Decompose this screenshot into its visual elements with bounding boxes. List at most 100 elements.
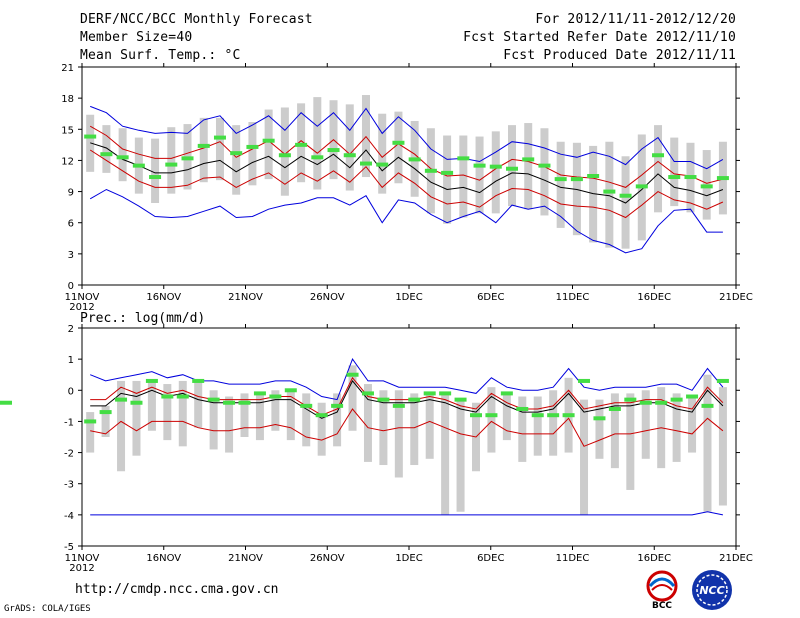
ensemble-box	[475, 136, 484, 214]
ensemble-box	[394, 390, 403, 478]
observed-marker	[652, 153, 665, 158]
observed-marker	[132, 163, 145, 168]
observed-marker	[331, 403, 344, 408]
observed-marker	[408, 397, 421, 402]
y-tick-label: 3	[68, 250, 74, 261]
ncc-logo: NCC	[692, 570, 732, 610]
y-tick-label: 18	[61, 94, 74, 105]
observed-marker	[424, 168, 437, 173]
x-tick-label: 11NOV	[65, 292, 100, 303]
observed-marker	[562, 413, 575, 418]
ensemble-box	[313, 97, 322, 190]
y-tick-label: 21	[61, 63, 74, 74]
observed-marker	[686, 394, 699, 399]
series-line-lower	[89, 149, 724, 219]
observed-marker	[223, 400, 236, 405]
x-tick-label: 26NOV	[310, 553, 345, 564]
observed-marker	[213, 135, 226, 140]
variable-label: Mean Surf. Temp.: °C	[80, 48, 241, 63]
observed-marker	[269, 394, 282, 399]
ensemble-box	[540, 128, 549, 216]
observed-marker	[531, 413, 544, 418]
x-tick-label: 11DEC	[556, 292, 590, 303]
observed-marker	[346, 372, 359, 377]
ensemble-box	[117, 380, 126, 472]
observed-marker	[500, 391, 513, 396]
series-line-upper	[89, 125, 724, 188]
ensemble-box	[459, 135, 468, 218]
ensemble-box	[348, 365, 357, 431]
ensemble-box	[378, 113, 387, 194]
ensemble-box	[86, 412, 95, 453]
observed-marker	[145, 378, 158, 383]
ensemble-box	[533, 396, 542, 456]
observed-marker	[485, 413, 498, 418]
observed-marker	[100, 152, 113, 157]
observed-marker	[149, 175, 162, 180]
observed-marker	[516, 406, 529, 411]
ensemble-box	[595, 399, 604, 459]
member-size: Member Size=40	[80, 30, 193, 45]
observed-marker	[99, 410, 112, 415]
ensemble-box	[549, 390, 558, 456]
ensemble-box	[302, 393, 311, 447]
observed-marker	[327, 148, 340, 153]
observed-marker	[197, 143, 210, 148]
ensemble-box	[703, 374, 712, 512]
forecast-title: DERF/NCC/BCC Monthly Forecast	[80, 12, 313, 27]
observed-marker	[315, 413, 328, 418]
ensemble-box	[118, 128, 127, 182]
observed-marker	[457, 156, 470, 161]
ensemble-box	[524, 123, 533, 210]
observed-marker	[578, 378, 591, 383]
observed-marker	[716, 378, 729, 383]
y-tick-label: -3	[64, 480, 74, 491]
observed-marker	[655, 400, 668, 405]
observed-marker	[359, 161, 372, 166]
observed-marker	[246, 144, 259, 149]
observed-marker	[624, 397, 637, 402]
ensemble-box	[508, 125, 517, 207]
ensemble-box	[102, 125, 111, 173]
ensemble-box	[670, 137, 679, 207]
series-line-mean	[90, 142, 724, 204]
x-tick-label: 1DEC	[395, 292, 422, 303]
ensemble-box	[556, 141, 565, 228]
ensemble-box	[672, 393, 681, 462]
ensemble-box	[345, 104, 354, 191]
x-year-label: 2012	[69, 302, 94, 310]
observed-marker	[441, 170, 454, 175]
ensemble-box	[654, 125, 663, 213]
y-tick-label: 0	[68, 281, 74, 292]
observed-marker	[469, 413, 482, 418]
fcst-started-date: Fcst Started Refer Date 2012/11/10	[463, 30, 736, 45]
ensemble-box	[297, 103, 306, 183]
ensemble-box	[286, 390, 295, 441]
ensemble-box	[333, 393, 342, 447]
ensemble-box	[487, 387, 496, 453]
ensemble-box	[215, 117, 224, 181]
observed-marker	[670, 397, 683, 402]
ncc-logo-text: NCC	[699, 584, 724, 597]
ensemble-box	[132, 380, 141, 456]
x-tick-label: 11DEC	[556, 553, 590, 564]
x-tick-label: 11NOV	[65, 553, 100, 564]
y-tick-label: 12	[61, 156, 74, 167]
ensemble-box	[163, 384, 172, 441]
x-tick-label: 6DEC	[477, 292, 504, 303]
forecast-period: For 2012/11/11-2012/12/20	[535, 12, 736, 27]
observed-marker	[700, 184, 713, 189]
y-tick-label: 6	[68, 219, 74, 230]
series-line-lower	[90, 408, 724, 447]
observed-marker	[392, 403, 405, 408]
observed-marker	[116, 155, 129, 160]
y-tick-label: 15	[61, 125, 74, 136]
observed-marker	[284, 388, 297, 393]
x-tick-label: 16NOV	[146, 292, 181, 303]
ensemble-box	[271, 390, 280, 431]
x-tick-label: 21DEC	[719, 553, 753, 564]
ensemble-box	[443, 135, 452, 224]
observed-marker	[207, 397, 220, 402]
source-url[interactable]: http://cmdp.ncc.cma.gov.cn	[75, 582, 279, 597]
observed-marker	[603, 189, 616, 194]
